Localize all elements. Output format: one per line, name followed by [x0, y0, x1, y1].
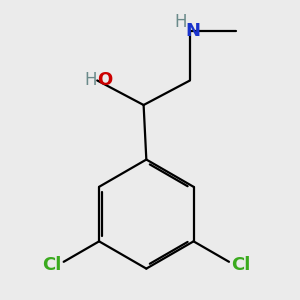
Text: Cl: Cl [42, 256, 62, 274]
Text: H: H [174, 13, 186, 31]
Text: N: N [185, 22, 200, 40]
Text: H: H [84, 71, 96, 89]
Text: Cl: Cl [231, 256, 251, 274]
Text: O: O [97, 71, 112, 89]
